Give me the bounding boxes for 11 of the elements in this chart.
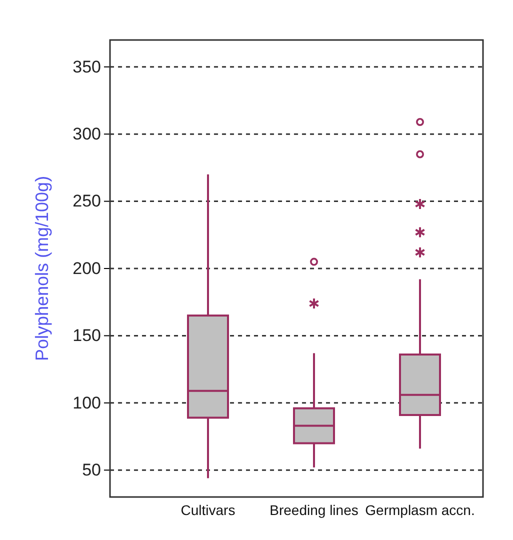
y-tick-label: 350 [72, 57, 101, 76]
y-tick-label: 250 [72, 192, 101, 211]
y-tick-label: 300 [72, 124, 101, 144]
y-axis-title: Polyphenols (mg/100g) [32, 176, 52, 362]
y-tick-label: 100 [72, 393, 101, 412]
y-tick-label: 150 [72, 326, 101, 346]
x-tick-label: Cultivars [180, 502, 236, 518]
x-tick-label: Breeding lines [270, 502, 358, 518]
y-tick-label: 50 [82, 460, 101, 480]
x-tick-label: Germplasm accn. [365, 502, 475, 518]
y-tick-label: 200 [72, 258, 101, 278]
